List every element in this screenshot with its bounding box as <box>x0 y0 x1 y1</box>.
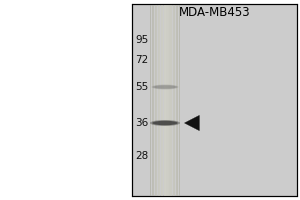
Bar <box>155 4 156 196</box>
Text: 28: 28 <box>135 151 148 161</box>
Bar <box>166 4 167 196</box>
Bar <box>169 4 170 196</box>
Text: MDA-MB453: MDA-MB453 <box>179 6 250 19</box>
Bar <box>160 4 161 196</box>
Bar <box>174 4 175 196</box>
Bar <box>163 4 164 196</box>
Bar <box>164 4 165 196</box>
Bar <box>132 4 297 196</box>
Bar <box>175 4 176 196</box>
Bar <box>161 4 162 196</box>
Bar <box>177 4 178 196</box>
Bar <box>150 4 151 196</box>
Bar <box>154 4 155 196</box>
Bar <box>151 4 152 196</box>
Bar <box>157 4 158 196</box>
Bar <box>165 4 166 196</box>
Text: 55: 55 <box>135 82 148 92</box>
Bar <box>159 4 160 196</box>
Ellipse shape <box>152 85 178 90</box>
Bar <box>162 4 163 196</box>
Polygon shape <box>184 115 199 131</box>
Bar <box>156 4 157 196</box>
Bar <box>176 4 177 196</box>
Ellipse shape <box>150 120 180 126</box>
Text: 72: 72 <box>135 55 148 65</box>
Bar <box>153 4 154 196</box>
Bar <box>158 4 159 196</box>
Bar <box>169 4 170 196</box>
Ellipse shape <box>152 121 178 125</box>
Text: 36: 36 <box>135 118 148 128</box>
Ellipse shape <box>153 85 177 89</box>
Bar <box>171 4 172 196</box>
Bar <box>167 4 168 196</box>
Text: 95: 95 <box>135 35 148 45</box>
Bar <box>178 4 179 196</box>
Bar <box>152 4 153 196</box>
Bar <box>168 4 169 196</box>
Bar <box>179 4 180 196</box>
Bar <box>173 4 174 196</box>
Bar <box>172 4 173 196</box>
Bar <box>170 4 171 196</box>
